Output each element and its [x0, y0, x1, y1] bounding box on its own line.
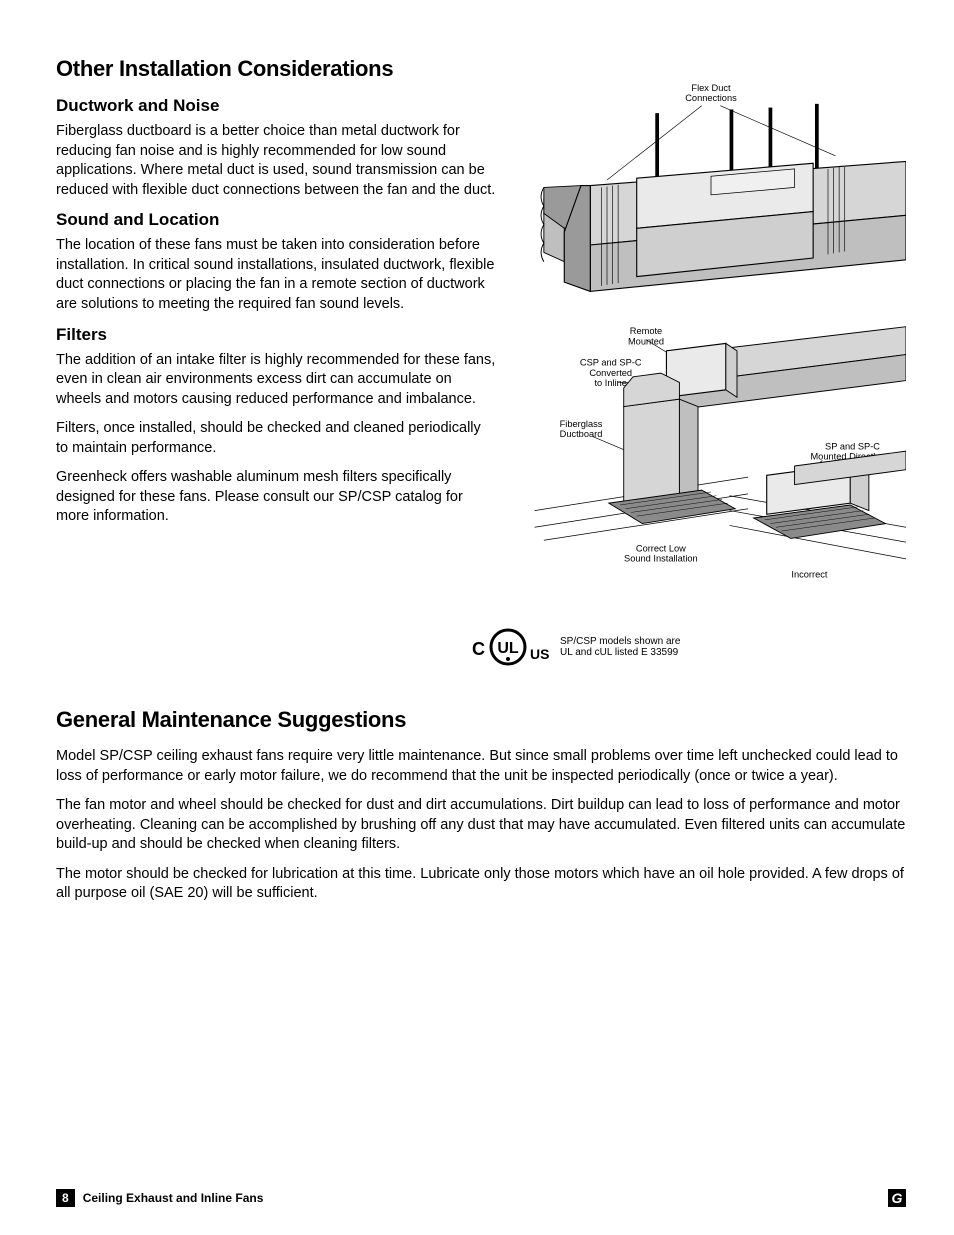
- footer-doc-title: Ceiling Exhaust and Inline Fans: [83, 1191, 264, 1205]
- para-filters-3: Greenheck offers washable aluminum mesh …: [56, 468, 496, 527]
- label-correct: Correct LowSound Installation: [624, 543, 698, 563]
- para-maint-2: The fan motor and wheel should be checke…: [56, 796, 906, 855]
- para-filters-2: Filters, once installed, should be check…: [56, 419, 496, 458]
- ul-listing-note: SP/CSP models shown areUL and cUL listed…: [560, 636, 680, 659]
- subhead-ductwork: Ductwork and Noise: [56, 96, 496, 116]
- subhead-filters: Filters: [56, 325, 496, 345]
- para-maint-1: Model SP/CSP ceiling exhaust fans requir…: [56, 747, 906, 786]
- page-footer: 8 Ceiling Exhaust and Inline Fans G: [56, 1189, 906, 1207]
- svg-text:US: US: [530, 646, 549, 662]
- section-2-title: General Maintenance Suggestions: [56, 707, 906, 733]
- installation-diagram: Flex DuctConnections: [516, 56, 906, 616]
- subhead-sound: Sound and Location: [56, 210, 496, 230]
- label-fiberglass: FiberglassDuctboard: [560, 419, 603, 439]
- label-flex-duct: Flex DuctConnections: [685, 83, 737, 103]
- page-number: 8: [56, 1189, 75, 1207]
- ul-logo-icon: C UL US: [466, 627, 552, 667]
- section-1-title: Other Installation Considerations: [56, 56, 496, 82]
- brand-mark-icon: G: [888, 1189, 906, 1207]
- para-maint-3: The motor should be checked for lubricat…: [56, 865, 906, 904]
- label-remote: RemoteMounted: [628, 326, 664, 346]
- label-incorrect: Incorrect: [791, 569, 827, 579]
- svg-text:C: C: [472, 639, 485, 659]
- para-sound-1: The location of these fans must be taken…: [56, 236, 496, 314]
- svg-text:UL: UL: [497, 640, 519, 657]
- para-filters-1: The addition of an intake filter is high…: [56, 351, 496, 410]
- para-ductwork-1: Fiberglass ductboard is a better choice …: [56, 122, 496, 200]
